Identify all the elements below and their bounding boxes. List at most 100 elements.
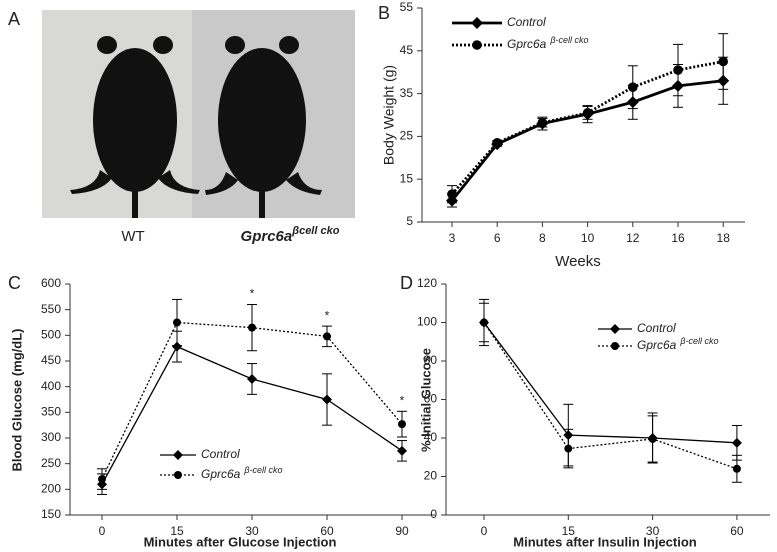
legend-name: Gprc6a — [507, 37, 547, 51]
x-tick-label: 10 — [581, 231, 595, 245]
y-tick-label: 45 — [400, 43, 414, 57]
y-tick-label: 350 — [41, 405, 61, 419]
y-tick-label: 120 — [417, 276, 437, 290]
y-tick-label: 200 — [41, 482, 61, 496]
x-tick-label: 60 — [320, 524, 334, 538]
legend-label: Control — [637, 321, 676, 335]
caption-superscript: βcell cko — [291, 225, 339, 237]
marker — [537, 117, 548, 128]
photo-panel: A WT Gprc6aβcell cko — [8, 9, 355, 245]
y-tick-label: 600 — [41, 276, 61, 290]
panel-letter: A — [8, 9, 20, 29]
marker — [648, 434, 657, 443]
marker — [472, 40, 482, 50]
x-tick-label: 12 — [626, 231, 640, 245]
legend-label: Control — [201, 447, 240, 461]
x-axis-label: Minutes after Insulin Injection — [513, 534, 697, 549]
marker — [173, 318, 181, 327]
x-tick-label: 6 — [494, 231, 501, 245]
marker — [172, 341, 182, 352]
x-tick-label: 0 — [99, 524, 106, 538]
y-tick-label: 500 — [41, 328, 61, 342]
x-tick-label: 90 — [395, 524, 409, 538]
marker — [471, 17, 483, 29]
y-tick-label: 35 — [400, 86, 414, 100]
x-tick-label: 15 — [562, 524, 576, 538]
marker — [248, 323, 256, 332]
photo-caption: WT — [121, 228, 144, 245]
x-tick-label: 30 — [646, 524, 660, 538]
caption-text: Gprc6a — [241, 228, 293, 245]
chart-panel: B 5 15 25 35 45 55 3 6 8 10 12 16 18 Weeks Body Weight … — [378, 0, 745, 270]
legend-label: Gprc6a β-cell cko — [637, 336, 719, 352]
legend-name: Gprc6a — [637, 338, 677, 352]
mouse-cko — [205, 36, 322, 218]
marker — [564, 444, 573, 453]
series-line — [483, 322, 738, 470]
legend-name: Control — [637, 321, 676, 335]
x-axis-label: Minutes after Glucose Injection — [144, 534, 337, 549]
marker — [398, 420, 406, 429]
x-tick-label: 18 — [717, 231, 731, 245]
legend-label: Gprc6a β-cell cko — [201, 465, 283, 481]
marker — [322, 394, 332, 405]
x-tick-label: 3 — [449, 231, 456, 245]
y-axis-label: Body Weight (g) — [381, 65, 397, 165]
marker — [718, 56, 728, 67]
y-tick-label: 0 — [430, 507, 437, 521]
y-tick-label: 80 — [424, 353, 438, 367]
marker — [610, 324, 620, 334]
x-tick-label: 0 — [481, 524, 488, 538]
annotation: * — [250, 287, 255, 301]
x-tick-label: 60 — [730, 524, 744, 538]
legend-superscript: β-cell cko — [679, 336, 718, 346]
marker — [732, 464, 741, 473]
annotation: * — [400, 393, 405, 407]
marker — [673, 65, 683, 75]
chart-panel: D 0 20 40 60 80 100 120 0 15 30 60 Minutes after Ins… — [400, 273, 770, 549]
y-tick-label: 450 — [41, 353, 61, 367]
x-tick-label: 8 — [539, 231, 546, 245]
y-tick-label: 15 — [400, 171, 414, 185]
legend-name: Gprc6a — [201, 467, 241, 481]
marker — [480, 318, 488, 327]
marker — [611, 342, 619, 350]
x-tick-label: 16 — [671, 231, 685, 245]
y-tick-label: 25 — [400, 129, 414, 143]
legend-name: Control — [507, 15, 546, 29]
legend-label: Gprc6a β-cell cko — [507, 35, 589, 51]
x-axis-label: Weeks — [555, 253, 601, 270]
legend-superscript: β-cell cko — [243, 465, 282, 475]
x-tick-label: 30 — [245, 524, 259, 538]
marker — [397, 445, 407, 456]
y-axis-label: % Initial Glucose — [418, 348, 433, 452]
panel-letter: D — [400, 273, 413, 293]
marker — [731, 437, 742, 448]
y-tick-label: 40 — [424, 430, 438, 444]
marker — [492, 138, 503, 148]
marker — [582, 108, 593, 118]
y-tick-label: 100 — [417, 315, 437, 329]
y-tick-label: 150 — [41, 507, 61, 521]
marker — [174, 471, 182, 479]
legend-label: Control — [507, 15, 546, 29]
y-tick-label: 20 — [424, 469, 438, 483]
marker — [98, 475, 106, 484]
legend-superscript: β-cell cko — [549, 35, 588, 45]
y-tick-label: 60 — [424, 392, 438, 406]
annotation: * — [325, 308, 330, 322]
y-tick-label: 400 — [41, 379, 61, 393]
marker — [173, 450, 183, 460]
legend-name: Control — [201, 447, 240, 461]
y-tick-label: 250 — [41, 456, 61, 470]
y-tick-label: 550 — [41, 302, 61, 316]
y-tick-label: 5 — [406, 214, 413, 228]
y-tick-label: 300 — [41, 430, 61, 444]
panel-letter: C — [8, 273, 21, 293]
marker — [323, 332, 331, 341]
marker — [628, 82, 638, 92]
y-axis-label: Blood Glucose (mg/dL) — [9, 329, 24, 472]
marker — [447, 189, 457, 199]
